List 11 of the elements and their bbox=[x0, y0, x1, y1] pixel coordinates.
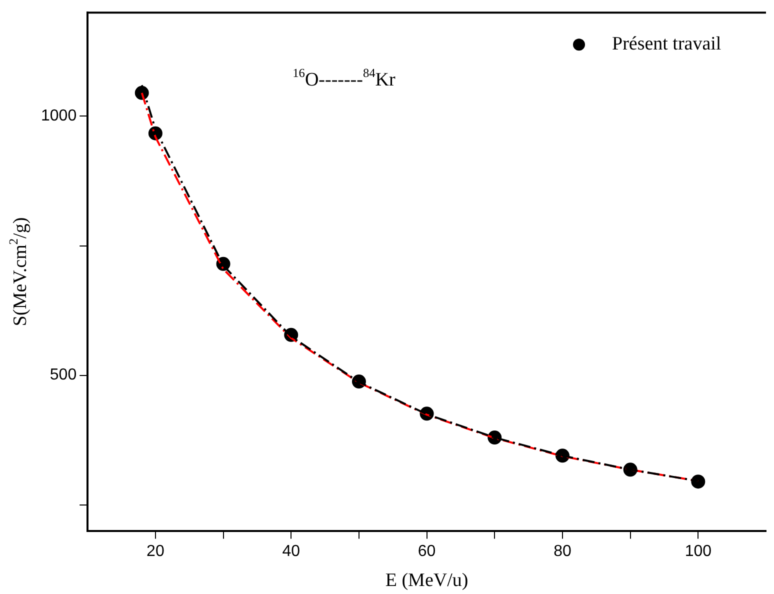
x-tick-label: 100 bbox=[684, 542, 712, 560]
x-tick-label: 60 bbox=[418, 542, 436, 560]
legend-label: Présent travail bbox=[612, 34, 722, 55]
y-tick-label: 1000 bbox=[41, 108, 77, 125]
x-tick-label: 20 bbox=[146, 542, 164, 560]
y-tick-label: 500 bbox=[50, 366, 77, 384]
x-axis-title: E (MeV/u) bbox=[385, 570, 468, 591]
y-axis-title: S(MeV.cm2/g) bbox=[6, 217, 31, 326]
x-tick-label: 80 bbox=[554, 542, 572, 560]
point bbox=[691, 474, 706, 489]
x-tick-label: 40 bbox=[282, 542, 300, 560]
